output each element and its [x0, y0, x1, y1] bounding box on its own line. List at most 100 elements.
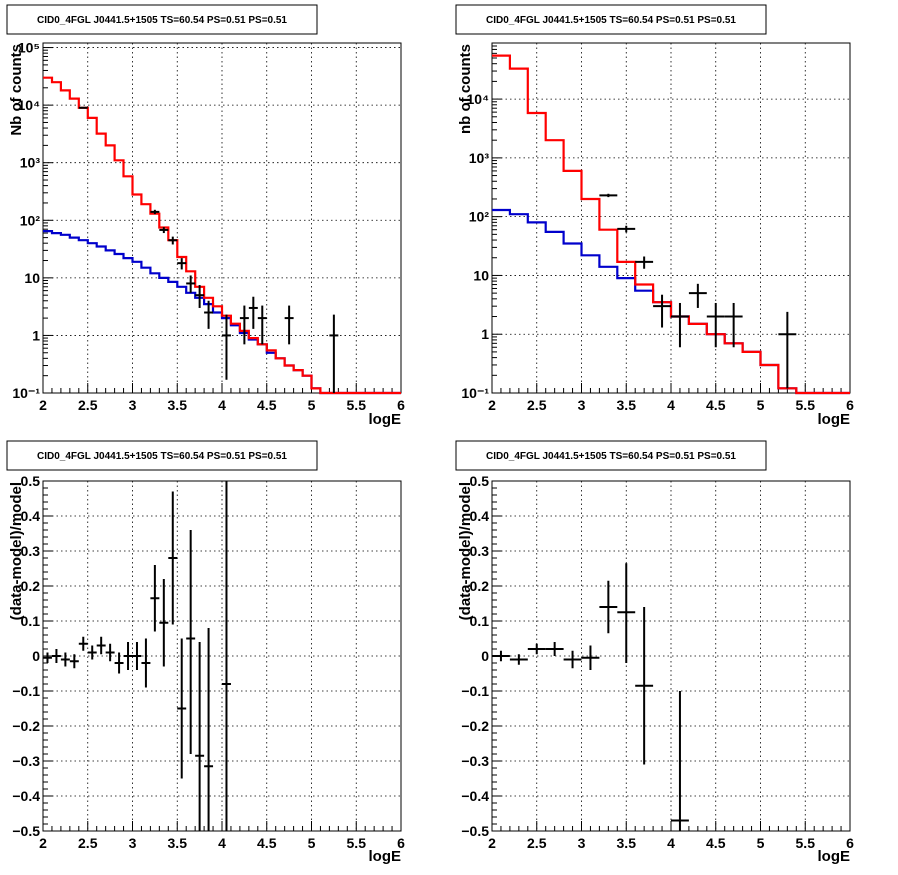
y-tick-label: 10⁻¹	[461, 385, 489, 401]
data-point	[222, 481, 231, 831]
y-tick-label: 0.5	[470, 473, 490, 489]
x-axis-label: logE	[369, 848, 402, 865]
y-tick-label: 10²	[469, 209, 490, 225]
x-tick-label: 3.5	[168, 835, 188, 851]
y-tick-label: 0.4	[470, 508, 490, 524]
data-point	[105, 643, 115, 662]
x-tick-label: 4	[218, 835, 226, 851]
x-tick-label: 2	[488, 397, 496, 413]
model-total-step-line	[43, 76, 401, 395]
x-tick-label: 5.5	[347, 835, 367, 851]
data-point	[195, 285, 205, 308]
y-tick-label: 1	[481, 326, 489, 342]
x-tick-label: 5.5	[347, 397, 367, 413]
y-tick-label: 0.2	[21, 578, 41, 594]
x-tick-label: 4	[667, 397, 675, 413]
data-point	[204, 300, 214, 329]
y-tick-label: 10⁴	[18, 97, 41, 113]
data-point	[527, 643, 546, 655]
data-point	[599, 580, 618, 634]
y-tick-label: −0.5	[461, 823, 489, 839]
data-point	[69, 654, 79, 669]
y-tick-label: 10⁵	[18, 40, 40, 56]
x-tick-label: 2	[488, 835, 496, 851]
data-point	[78, 636, 88, 651]
plot-area: 2 2.5 3 3.5 4 4.5 5 5.5 6 −0.5 −0.4 −0.3 −0.2 −0.1 0 0.…	[12, 473, 405, 851]
y-tick-label: −0.1	[12, 683, 40, 699]
x-tick-label: 2.5	[78, 835, 98, 851]
data-point	[60, 652, 70, 667]
data-point	[509, 654, 528, 665]
x-tick-label: 5	[308, 397, 316, 413]
y-tick-label: −0.1	[461, 683, 489, 699]
panel-title: CID0_4FGL J0441.5+1505 TS=60.54 PS=0.51 …	[486, 451, 736, 462]
y-tick-label: −0.2	[12, 718, 40, 734]
panel-title: CID0_4FGL J0441.5+1505 TS=60.54 PS=0.51 …	[37, 451, 287, 462]
data-point	[671, 691, 689, 831]
y-tick-label: 0.3	[21, 543, 41, 559]
y-tick-label: 0.1	[21, 613, 41, 629]
data-point	[653, 294, 671, 328]
x-tick-label: 2.5	[78, 397, 98, 413]
data-point	[150, 209, 160, 215]
y-tick-label: −0.5	[12, 823, 40, 839]
x-tick-label: 4.5	[257, 397, 277, 413]
x-tick-label: 5	[757, 835, 765, 851]
x-tick-label: 5	[757, 397, 765, 413]
data-point	[204, 628, 214, 831]
data-point	[159, 227, 169, 234]
plot-area: 2 2.5 3 3.5 4 4.5 5 5.5 6 10⁻¹ 1 10 10² 10³ 10⁴ 10⁵	[12, 40, 405, 413]
x-axis-label: logE	[818, 848, 851, 865]
data-point	[617, 563, 636, 663]
x-tick-label: 2	[39, 835, 47, 851]
x-tick-label: 5.5	[796, 835, 816, 851]
x-axis-label: logE	[818, 411, 851, 428]
panel-top-left: CID0_4FGL J0441.5+1505 TS=60.54 PS=0.51 …	[6, 4, 405, 428]
y-tick-label: 0.4	[21, 508, 41, 524]
x-tick-label: 4	[218, 397, 226, 413]
x-tick-label: 5	[308, 835, 316, 851]
x-tick-label: 6	[397, 397, 405, 413]
plot-area: 2 2.5 3 3.5 4 4.5 5 5.5 6 −0.5 −0.4 −0.3 −0.2 −0.1 0 0.…	[461, 473, 854, 851]
x-tick-label: 4.5	[706, 835, 726, 851]
y-tick-label: 0	[481, 648, 489, 664]
y-tick-label: −0.3	[12, 753, 40, 769]
y-tick-label: 0	[32, 648, 40, 664]
y-axis-label: (data-model)/model	[457, 482, 474, 620]
data-point	[563, 650, 582, 669]
data-point	[177, 638, 187, 779]
x-tick-label: 6	[846, 397, 854, 413]
data-point	[724, 302, 743, 348]
data-point	[150, 565, 160, 632]
x-tick-label: 3.5	[617, 835, 637, 851]
data-point	[186, 530, 196, 754]
data-point	[51, 649, 61, 663]
y-tick-label: 10⁴	[467, 91, 490, 107]
y-tick-label: 10	[473, 267, 489, 283]
y-tick-label: 10	[24, 270, 40, 286]
y-axis-label: nb of counts	[457, 44, 474, 134]
x-tick-label: 3	[129, 397, 137, 413]
panel-top-right: CID0_4FGL J0441.5+1505 TS=60.54 PS=0.51 …	[455, 4, 854, 428]
y-axis-label: Nb of counts	[8, 44, 25, 136]
data-point	[141, 638, 151, 688]
data-point	[132, 642, 142, 670]
x-tick-label: 2.5	[527, 397, 547, 413]
x-tick-label: 6	[397, 835, 405, 851]
data-point	[159, 579, 169, 667]
data-point	[706, 302, 725, 348]
x-axis-label: logE	[369, 411, 402, 428]
y-axis-label: (data-model)/model	[8, 482, 25, 620]
data-point	[239, 305, 249, 345]
y-tick-label: 0.5	[21, 473, 41, 489]
plot-area: 2 2.5 3 3.5 4 4.5 5 5.5 6 10⁻¹ 1 10 10² 10³ 10⁴	[461, 42, 854, 413]
y-tick-label: 10³	[469, 150, 490, 166]
data-point	[778, 311, 797, 389]
y-tick-label: 0.2	[470, 578, 490, 594]
y-tick-label: −0.2	[461, 718, 489, 734]
data-point	[87, 645, 97, 660]
panel-title-box	[455, 440, 767, 471]
data-point	[671, 302, 689, 348]
data-point	[635, 256, 654, 269]
